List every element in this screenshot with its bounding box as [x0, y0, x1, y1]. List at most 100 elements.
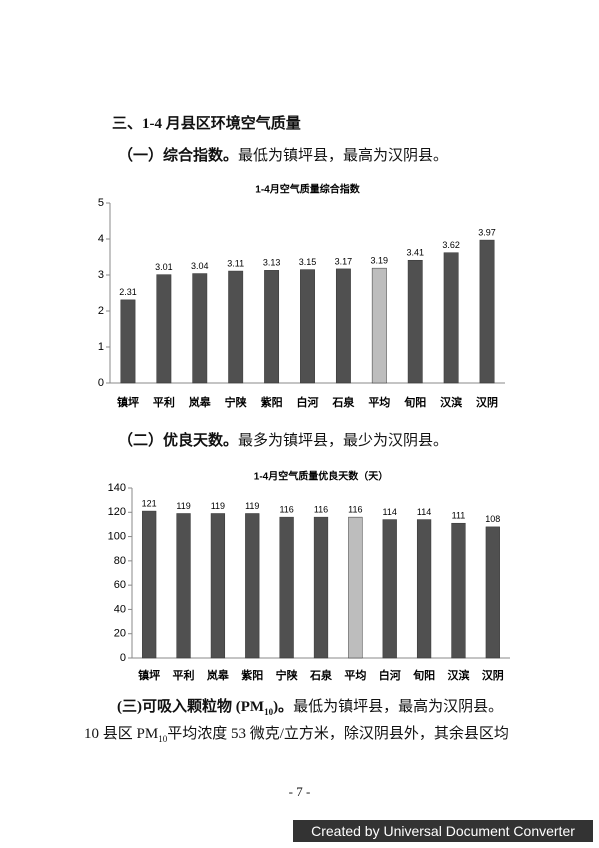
subscript: 10: [158, 734, 168, 744]
value-label: 119: [211, 501, 225, 511]
lead: (三)可吸入颗粒物 (PM10)。: [117, 699, 294, 717]
x-tick-label: 紫阳: [261, 395, 283, 409]
x-tick-label: 石泉: [331, 395, 355, 409]
x-tick-label: 平利: [153, 395, 175, 409]
page-number: - 7 -: [288, 784, 311, 799]
bar: [245, 513, 260, 659]
y-tick-label: 4: [98, 233, 104, 245]
x-tick-label: 平利: [173, 668, 195, 682]
y-tick-label: 1: [98, 341, 104, 353]
x-tick-label: 镇坪: [117, 395, 139, 409]
x-tick-label: 岚皋: [207, 668, 230, 682]
paragraph: （一）综合指数。最低为镇坪县，最高为汉阴县。: [118, 144, 448, 165]
bar: [407, 259, 423, 384]
text: 10 县区 PM: [84, 726, 159, 742]
value-label: 3.04: [191, 261, 209, 271]
value-label: 119: [245, 501, 259, 511]
bar: [479, 239, 495, 384]
x-tick-label: 汉滨: [440, 395, 462, 409]
bar: [485, 526, 500, 659]
value-label: 3.11: [227, 258, 244, 268]
bar: [382, 519, 397, 659]
value-label: 114: [383, 507, 397, 517]
bar: [451, 522, 466, 659]
bar: [371, 267, 387, 384]
value-label: 3.17: [335, 256, 353, 266]
bar: [142, 510, 157, 659]
value-label: 3.41: [406, 248, 424, 258]
lead: （二）优良天数。: [118, 433, 239, 449]
x-tick-label: 岚皋: [189, 395, 212, 409]
value-label: 2.31: [119, 287, 137, 297]
bar: [416, 519, 432, 659]
text: (三)可吸入颗粒物 (PM: [117, 699, 265, 715]
y-tick-label: 40: [114, 603, 126, 615]
x-tick-label: 宁陕: [225, 395, 247, 409]
bar: [192, 273, 208, 384]
chart-title: 1-4月空气质量优良天数（天）: [254, 470, 388, 483]
y-tick-label: 0: [98, 377, 104, 389]
bar: [313, 516, 329, 659]
x-tick-label: 旬阳: [403, 395, 426, 409]
x-tick-label: 汉滨: [447, 668, 469, 682]
x-tick-label: 紫阳: [241, 668, 263, 682]
value-label: 3.13: [263, 258, 281, 268]
y-tick-label: 120: [108, 506, 126, 518]
paragraph: 10 县区 PM10平均浓度 53 微克/立方米，除汉阴县外，其余县区均: [84, 722, 509, 744]
value-label: 3.01: [155, 262, 173, 272]
x-tick-label: 石泉: [309, 668, 333, 682]
text: 平均浓度 53 微克/立方米，除汉阴县外，其余县区均: [167, 726, 509, 742]
y-tick-label: 100: [108, 530, 126, 542]
text: 最低为镇坪县，最高为汉阴县。: [238, 148, 449, 164]
watermark: Created by Universal Document Converter: [293, 820, 593, 842]
y-tick-label: 0: [120, 652, 126, 664]
bar: [264, 270, 280, 384]
x-tick-label: 白河: [379, 668, 401, 682]
x-tick-label: 宁陕: [276, 668, 298, 682]
heading: 三、1-4 月县区环境空气质量: [112, 116, 301, 132]
value-label: 116: [279, 505, 293, 515]
value-label: 114: [417, 507, 431, 517]
y-tick-label: 3: [98, 269, 104, 281]
chart-title: 1-4月空气质量综合指数: [255, 183, 360, 196]
value-label: 116: [348, 505, 362, 515]
value-label: 116: [314, 505, 328, 515]
y-tick-label: 80: [114, 555, 126, 567]
y-tick-label: 60: [114, 579, 126, 591]
x-tick-label: 平均: [344, 668, 366, 682]
bar: [228, 270, 244, 384]
x-tick-label: 白河: [297, 395, 319, 409]
text: )。: [273, 699, 294, 715]
bar: [443, 252, 459, 384]
value-label: 3.62: [442, 240, 460, 250]
value-label: 119: [176, 501, 190, 511]
paragraph: (三)可吸入颗粒物 (PM10)。最低为镇坪县，最高为汉阴县。: [117, 695, 503, 717]
paragraph: （二）优良天数。最多为镇坪县，最少为汉阴县。: [118, 429, 448, 450]
lead: （一）综合指数。: [118, 148, 239, 164]
y-tick-label: 2: [98, 305, 104, 317]
bar: [120, 299, 136, 384]
y-tick-label: 20: [114, 628, 126, 640]
value-label: 3.19: [371, 256, 389, 266]
x-tick-label: 汉阴: [476, 395, 498, 409]
y-tick-label: 140: [108, 482, 126, 494]
text: 最低为镇坪县，最高为汉阴县。: [293, 699, 504, 715]
value-label: 3.97: [478, 227, 496, 237]
x-tick-label: 旬阳: [412, 668, 435, 682]
value-label: 108: [485, 514, 500, 524]
bar: [176, 513, 191, 659]
value-label: 121: [142, 498, 157, 508]
x-tick-label: 镇坪: [138, 668, 160, 682]
bar: [210, 513, 226, 659]
text: 最多为镇坪县，最少为汉阴县。: [238, 433, 449, 449]
subscript: 10: [264, 707, 274, 717]
bar: [348, 516, 363, 659]
bar: [279, 516, 294, 659]
bar: [335, 268, 351, 384]
value-label: 111: [452, 511, 466, 521]
x-tick-label: 汉阴: [482, 668, 504, 682]
value-label: 3.15: [299, 257, 317, 267]
bar: [156, 274, 172, 384]
